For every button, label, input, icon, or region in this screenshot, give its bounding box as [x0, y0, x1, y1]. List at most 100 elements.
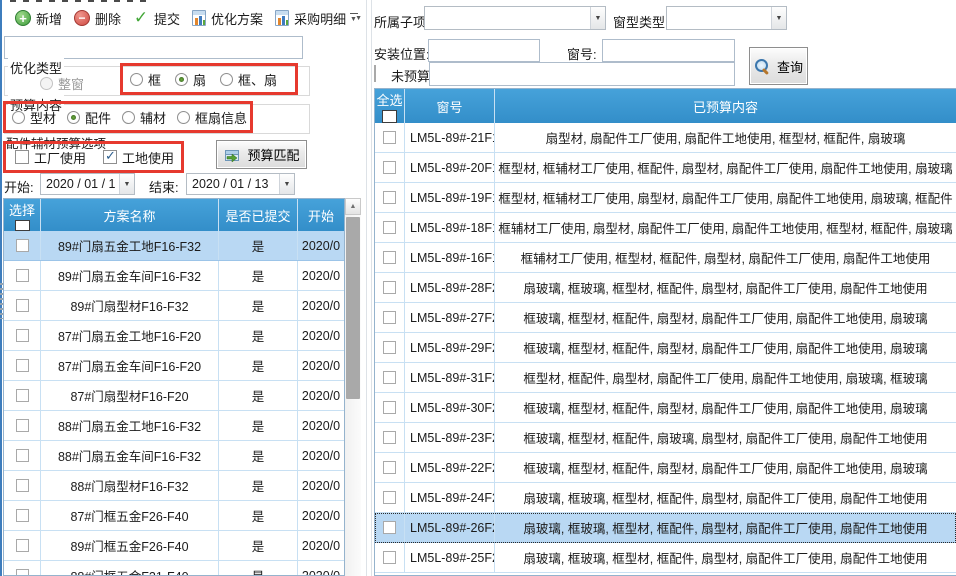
- scrollbar-thumb[interactable]: [346, 217, 360, 399]
- chevron-down-icon[interactable]: [279, 174, 294, 194]
- scrollbar[interactable]: [345, 198, 361, 576]
- row-checkbox[interactable]: [383, 311, 396, 324]
- row-checkbox[interactable]: [15, 449, 29, 462]
- table-row[interactable]: LM5L-89#-25F23 扇玻璃, 框玻璃, 框型材, 框配件, 扇型材, …: [375, 543, 956, 573]
- column-header-start[interactable]: 开始: [307, 208, 334, 224]
- table-row[interactable]: 87#门扇五金工地F16-F20 是 2020/0: [4, 321, 344, 351]
- date-start-picker[interactable]: 2020 / 01 / 1: [40, 173, 135, 195]
- column-header-select-all[interactable]: 全选: [375, 89, 405, 123]
- window-type-select[interactable]: [666, 6, 787, 30]
- row-checkbox[interactable]: [383, 131, 396, 144]
- budget-content-radio[interactable]: 辅材: [122, 108, 166, 127]
- chevron-down-icon[interactable]: [119, 174, 134, 194]
- table-row[interactable]: LM5L-89#-16F15 框辅材工厂使用, 框型材, 框配件, 扇型材, 扇…: [375, 243, 956, 273]
- toolbar-button[interactable]: 采购明细: [270, 7, 367, 30]
- column-header-select[interactable]: 选择: [4, 199, 41, 231]
- row-checkbox[interactable]: [15, 479, 29, 492]
- table-row[interactable]: LM5L-89#-31F29 框型材, 框配件, 扇型材, 扇配件工厂使用, 扇…: [375, 363, 956, 393]
- table-row[interactable]: 88#门扇五金工地F16-F32 是 2020/0: [4, 411, 344, 441]
- table-row[interactable]: 87#门扇型材F16-F20 是 2020/0: [4, 381, 344, 411]
- table-row[interactable]: 88#门扇五金车间F16-F32 是 2020/0: [4, 441, 344, 471]
- optimize-type-radio[interactable]: 扇: [175, 70, 206, 89]
- budget-content-radio[interactable]: 框扇信息: [177, 108, 247, 127]
- row-checkbox[interactable]: [383, 521, 396, 534]
- table-row[interactable]: LM5L-89#-29F27 框玻璃, 框型材, 框配件, 扇型材, 扇配件工厂…: [375, 333, 956, 363]
- table-row[interactable]: LM5L-89#-22F20 框玻璃, 框型材, 框配件, 扇型材, 扇配件工厂…: [375, 453, 956, 483]
- table-row[interactable]: LM5L-89#-24F22 扇玻璃, 框玻璃, 框型材, 框配件, 扇型材, …: [375, 483, 956, 513]
- row-checkbox[interactable]: [15, 419, 29, 432]
- toolbar-button[interactable]: 删除: [69, 7, 126, 30]
- row-checkbox[interactable]: [383, 341, 396, 354]
- toolbar-button[interactable]: 优化方案: [187, 7, 268, 30]
- column-header-name[interactable]: 方案名称: [41, 199, 219, 231]
- usage-checkbox[interactable]: 工地使用: [103, 148, 174, 167]
- row-checkbox[interactable]: [383, 551, 396, 564]
- chevron-down-icon[interactable]: [771, 7, 786, 29]
- scroll-up-arrow[interactable]: [345, 198, 361, 215]
- select-all-checkbox[interactable]: [14, 220, 30, 231]
- row-checkbox[interactable]: [383, 281, 396, 294]
- row-checkbox[interactable]: [383, 371, 396, 384]
- table-row[interactable]: 87#门框五金F26-F40 是 2020/0: [4, 501, 344, 531]
- row-checkbox[interactable]: [15, 239, 29, 252]
- row-checkbox[interactable]: [383, 221, 396, 234]
- budget-content-radio[interactable]: 配件: [67, 108, 111, 127]
- column-header-budgeted[interactable]: 已预算内容: [692, 99, 758, 115]
- row-checkbox[interactable]: [15, 269, 29, 282]
- usage-checkbox[interactable]: 工厂使用: [15, 148, 86, 167]
- row-checkbox[interactable]: [15, 299, 29, 312]
- radio-icon: [12, 110, 25, 124]
- table-row[interactable]: LM5L-89#-19F17 框型材, 框辅材工厂使用, 扇型材, 扇配件工厂使…: [375, 183, 956, 213]
- row-checkbox[interactable]: [383, 401, 396, 414]
- query-button[interactable]: 查询: [749, 47, 808, 85]
- row-checkbox[interactable]: [383, 251, 396, 264]
- column-header-window-no[interactable]: 窗号: [405, 89, 495, 123]
- row-checkbox[interactable]: [15, 509, 29, 522]
- table-row[interactable]: 88#门扇型材F16-F32 是 2020/0: [4, 471, 344, 501]
- row-checkbox[interactable]: [383, 461, 396, 474]
- splitter-grip[interactable]: [0, 283, 5, 319]
- table-row[interactable]: 89#门扇型材F16-F32 是 2020/0: [4, 291, 344, 321]
- sub-item-select[interactable]: [424, 6, 606, 30]
- unbudgeted-input[interactable]: [429, 62, 735, 86]
- table-row[interactable]: LM5L-89#-27F25 框玻璃, 框型材, 框配件, 扇型材, 扇配件工厂…: [375, 303, 956, 333]
- table-row[interactable]: LM5L-89#-28F26 扇玻璃, 框玻璃, 框型材, 框配件, 扇型材, …: [375, 273, 956, 303]
- row-checkbox[interactable]: [15, 539, 29, 552]
- table-row[interactable]: 89#门框五金F26-F40 是 2020/0: [4, 531, 344, 561]
- row-checkbox[interactable]: [383, 161, 396, 174]
- row-checkbox[interactable]: [383, 431, 396, 444]
- table-row[interactable]: 89#门扇五金工地F16-F32 是 2020/0: [4, 231, 344, 261]
- table-row[interactable]: 88#门框五金F21-F40 是 2020/0: [4, 561, 344, 575]
- window-no-input[interactable]: [602, 39, 735, 62]
- table-row[interactable]: 89#门扇五金车间F16-F32 是 2020/0: [4, 261, 344, 291]
- row-checkbox[interactable]: [383, 191, 396, 204]
- table-row[interactable]: 87#门扇五金车间F16-F20 是 2020/0: [4, 351, 344, 381]
- budget-match-button[interactable]: 预算匹配: [216, 140, 307, 169]
- table-row[interactable]: LM5L-89#-26F24 扇玻璃, 框玻璃, 框型材, 框配件, 扇型材, …: [375, 513, 956, 543]
- select-all-checkbox[interactable]: [382, 110, 397, 123]
- optimize-type-radio[interactable]: 框、扇: [220, 70, 277, 89]
- table-row[interactable]: LM5L-89#-21F19 扇型材, 扇配件工厂使用, 扇配件工地使用, 框型…: [375, 123, 956, 153]
- date-end-picker[interactable]: 2020 / 01 / 13: [186, 173, 295, 195]
- chevron-down-icon[interactable]: [590, 7, 605, 29]
- row-checkbox[interactable]: [15, 389, 29, 402]
- table-row[interactable]: LM5L-89#-23F21 框玻璃, 框型材, 框配件, 扇玻璃, 扇型材, …: [375, 423, 956, 453]
- toolbar-button[interactable]: 新增: [10, 7, 67, 30]
- row-checkbox[interactable]: [15, 569, 29, 575]
- row-checkbox[interactable]: [383, 491, 396, 504]
- table-row[interactable]: LM5L-89#-30F28 框玻璃, 框型材, 框配件, 扇型材, 扇配件工厂…: [375, 393, 956, 423]
- unbudgeted-checkbox[interactable]: [374, 65, 376, 82]
- spreadsheet-icon: [192, 10, 207, 26]
- row-checkbox[interactable]: [15, 359, 29, 372]
- column-header-submitted[interactable]: 是否已提交: [219, 199, 298, 231]
- budget-content-radio[interactable]: 型材: [12, 108, 56, 127]
- table-row[interactable]: LM5L-89#-20F18 框型材, 框辅材工厂使用, 框配件, 扇型材, 扇…: [375, 153, 956, 183]
- radio-whole-window[interactable]: 整窗: [40, 74, 84, 93]
- row-checkbox[interactable]: [15, 329, 29, 342]
- toolbar-overflow-button[interactable]: [346, 8, 361, 28]
- plan-filter-input[interactable]: [4, 36, 303, 59]
- toolbar-button[interactable]: 提交: [128, 7, 185, 30]
- table-row[interactable]: LM5L-89#-18F16 框辅材工厂使用, 扇型材, 扇配件工厂使用, 扇配…: [375, 213, 956, 243]
- install-position-input[interactable]: [428, 39, 540, 62]
- optimize-type-radio[interactable]: 框: [130, 70, 161, 89]
